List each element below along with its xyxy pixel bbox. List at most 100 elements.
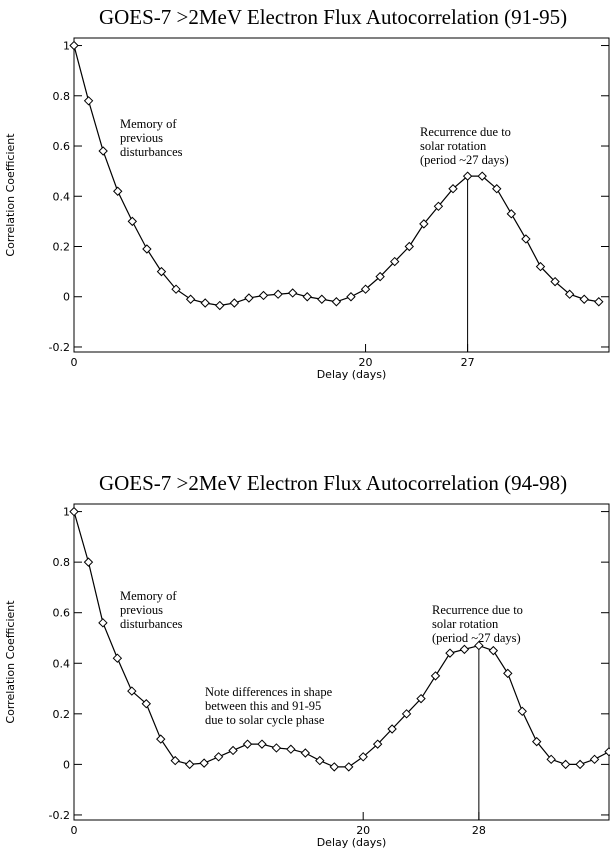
data-point xyxy=(184,759,195,770)
x-tick-label: 0 xyxy=(71,356,78,369)
data-point xyxy=(199,758,209,768)
x-tick-label: 20 xyxy=(359,356,373,369)
data-point xyxy=(462,171,473,181)
data-point xyxy=(488,645,499,656)
annotation: previous xyxy=(120,131,163,145)
x-tick-label: 0 xyxy=(71,824,78,837)
y-tick-label: 0 xyxy=(63,758,70,771)
data-point xyxy=(156,266,167,277)
data-point xyxy=(360,284,371,294)
data-point xyxy=(535,261,546,272)
data-point xyxy=(503,668,513,679)
data-point xyxy=(492,184,502,194)
data-point xyxy=(445,648,455,658)
y-tick-label: 0.8 xyxy=(53,556,71,569)
data-point xyxy=(531,736,542,747)
data-point xyxy=(433,201,444,212)
data-point xyxy=(229,298,240,308)
data-point xyxy=(98,618,108,628)
data-point xyxy=(346,292,356,302)
data-point xyxy=(546,754,556,765)
y-tick-label: 1 xyxy=(63,40,70,53)
annotation: Note differences in shape xyxy=(205,685,333,699)
y-axis-label: Correlation Coefficient xyxy=(4,600,17,724)
data-point xyxy=(430,671,441,681)
data-point xyxy=(242,739,253,749)
y-tick-label: -0.2 xyxy=(49,341,70,354)
annotation: between this and 91-95 xyxy=(205,699,321,713)
data-point xyxy=(171,284,181,294)
x-axis-label: Delay (days) xyxy=(317,368,387,381)
data-point xyxy=(83,557,94,567)
data-point xyxy=(244,293,254,303)
annotation: Memory of xyxy=(120,589,177,603)
data-point xyxy=(200,298,210,308)
annotation: due to solar cycle phase xyxy=(205,713,325,727)
data-point xyxy=(564,289,575,299)
data-point xyxy=(315,755,325,766)
data-point xyxy=(575,759,585,770)
data-point xyxy=(579,294,589,304)
data-point xyxy=(344,762,354,772)
plot-frame xyxy=(73,37,610,353)
y-tick-label: 0.4 xyxy=(53,657,71,670)
chart-title: GOES-7 >2MeV Electron Flux Autocorrelati… xyxy=(99,5,567,29)
data-point xyxy=(300,748,311,758)
annotation: solar rotation xyxy=(432,617,499,631)
data-point xyxy=(273,289,283,299)
data-point xyxy=(358,752,368,762)
annotation: (period ~27 days) xyxy=(432,631,521,645)
y-tick-label: 0.6 xyxy=(53,140,71,153)
y-tick-label: 0.4 xyxy=(53,190,71,203)
data-point xyxy=(589,754,600,765)
data-point xyxy=(69,506,79,517)
data-point xyxy=(113,186,123,196)
x-tick-label: 27 xyxy=(461,356,475,369)
data-point xyxy=(141,699,152,709)
y-axis-label: Correlation Coefficient xyxy=(4,133,17,257)
y-tick-label: -0.2 xyxy=(49,809,70,822)
data-point xyxy=(604,747,610,757)
data-point xyxy=(69,40,79,51)
data-point xyxy=(560,759,571,770)
data-point xyxy=(213,752,224,762)
y-tick-label: 1 xyxy=(63,506,70,519)
x-axis-label: Delay (days) xyxy=(317,836,387,849)
annotation: Recurrence due to xyxy=(432,603,523,617)
data-point xyxy=(459,644,470,655)
data-point xyxy=(474,640,484,651)
y-tick-label: 0 xyxy=(63,291,70,304)
data-point xyxy=(390,256,400,267)
data-point xyxy=(401,709,412,719)
data-point xyxy=(317,294,327,304)
data-point xyxy=(517,706,527,717)
chart-title: GOES-7 >2MeV Electron Flux Autocorrelati… xyxy=(99,471,567,495)
annotation: Memory of xyxy=(120,117,177,131)
x-tick-label: 20 xyxy=(356,824,370,837)
data-point xyxy=(156,734,166,744)
data-point xyxy=(98,146,108,156)
data-point xyxy=(127,686,137,696)
data-point xyxy=(521,234,531,244)
data-line xyxy=(73,45,599,307)
y-tick-label: 0.2 xyxy=(53,708,71,721)
data-point xyxy=(506,209,517,219)
data-point xyxy=(404,241,414,252)
annotation: disturbances xyxy=(120,617,183,631)
plot-frame xyxy=(73,503,610,821)
data-point xyxy=(550,276,560,287)
data-point xyxy=(387,724,397,734)
data-point xyxy=(185,294,196,304)
annotation: solar rotation xyxy=(420,139,487,153)
data-point xyxy=(112,653,123,663)
annotation: disturbances xyxy=(120,145,183,159)
data-line xyxy=(73,511,610,768)
data-point xyxy=(372,739,383,749)
data-point xyxy=(477,171,487,181)
data-point xyxy=(419,219,429,229)
data-point xyxy=(375,271,385,282)
data-point xyxy=(448,184,458,194)
data-point xyxy=(170,755,180,766)
annotation: previous xyxy=(120,603,163,617)
